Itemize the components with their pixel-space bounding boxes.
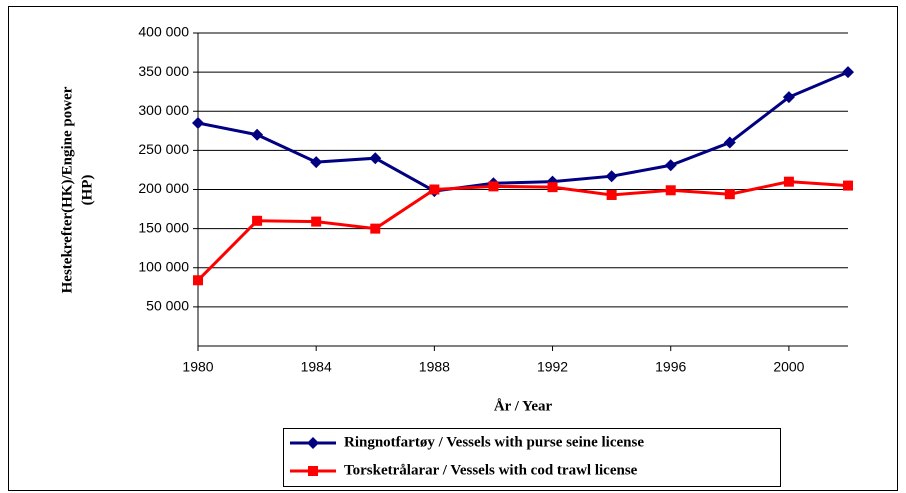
legend-label: Ringnotfartøy / Vessels with purse seine… [344, 434, 644, 450]
y-tick-label: 400 000 [138, 24, 189, 40]
marker [782, 91, 795, 104]
marker [251, 128, 264, 141]
marker [606, 189, 617, 200]
marker [547, 182, 558, 193]
series-line [196, 180, 849, 282]
marker [842, 66, 854, 79]
marker [664, 159, 677, 172]
x-tick-label: 1980 [182, 359, 213, 375]
marker [310, 156, 323, 169]
y-tick-label: 250 000 [138, 141, 189, 157]
marker [252, 215, 263, 226]
legend [283, 428, 781, 487]
x-tick-label: 2000 [773, 359, 804, 375]
marker [192, 116, 204, 129]
marker [311, 216, 322, 227]
y-tick-label: 100 000 [138, 258, 189, 274]
series-line [197, 70, 849, 193]
x-tick-label: 1988 [419, 359, 450, 375]
marker [724, 189, 735, 200]
x-tick-label: 1984 [301, 359, 332, 375]
x-axis-label: År / Year [494, 398, 553, 414]
frame [8, 6, 898, 491]
marker [488, 181, 499, 192]
y-tick-label: 300 000 [138, 102, 189, 118]
marker [723, 136, 736, 149]
x-tick-label: 1992 [537, 359, 568, 375]
marker [193, 275, 203, 286]
marker [605, 170, 618, 183]
marker [429, 184, 440, 195]
y-tick-label: 200 000 [138, 180, 189, 196]
marker [370, 223, 381, 234]
marker [369, 152, 382, 165]
marker [307, 437, 319, 449]
y-tick-label: 150 000 [138, 219, 189, 235]
legend-label: Torsketrålarar / Vessels with cod trawl … [344, 462, 638, 478]
x-tick-label: 1996 [655, 359, 686, 375]
y-tick-label: 350 000 [138, 63, 189, 79]
y-axis-label: (HP) [79, 175, 95, 206]
y-tick-label: 50 000 [146, 298, 189, 314]
y-axis-label: Hestekrefter(HK)/Engine power [59, 86, 75, 293]
marker [308, 466, 318, 476]
marker [843, 180, 853, 191]
marker [783, 176, 794, 187]
marker [665, 185, 676, 196]
